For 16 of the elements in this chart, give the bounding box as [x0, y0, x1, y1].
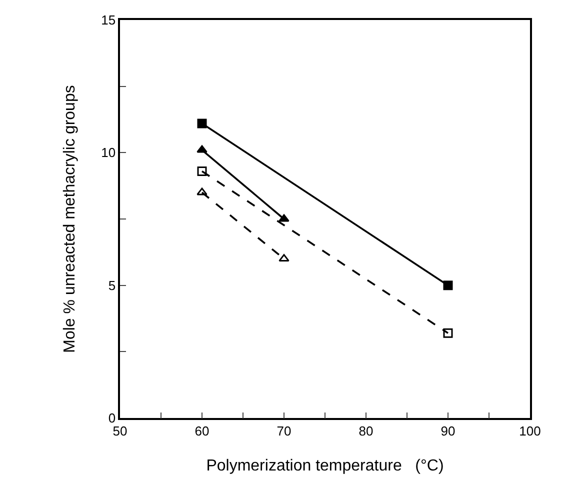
point [443, 328, 453, 338]
y-tick-label: 10 [101, 145, 116, 160]
x-axis-title: Polymerization temperature (°C) [206, 458, 444, 475]
y-tick-label: 15 [101, 12, 116, 28]
y-axis-title: Mole % unreacted methacrylic groups [62, 85, 79, 353]
point [197, 118, 207, 128]
x-tick-label: 100 [519, 423, 541, 438]
x-tick-label: 80 [358, 423, 374, 438]
point [443, 280, 453, 290]
x-tick-label: 60 [194, 423, 210, 438]
x-tick-label: 70 [276, 423, 292, 438]
y-tick-label: 0 [108, 410, 116, 426]
point [197, 166, 207, 176]
x-tick-label: 50 [112, 423, 128, 438]
x-tick-label: 90 [440, 423, 456, 438]
y-tick-label: 5 [108, 278, 116, 293]
